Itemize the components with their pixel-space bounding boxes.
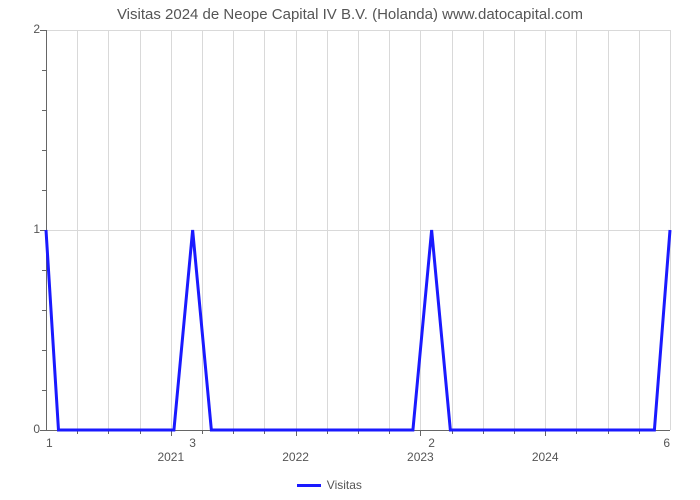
x-secondary-label: 1: [46, 436, 66, 450]
xtick-label: 2021: [151, 450, 191, 464]
ytick-label: 2: [22, 22, 40, 36]
series-line: [46, 30, 670, 430]
xtick-label: 2024: [525, 450, 565, 464]
plot-border: [670, 30, 671, 430]
xtick-label: 2022: [276, 450, 316, 464]
chart-container: Visitas 2024 de Neope Capital IV B.V. (H…: [0, 0, 700, 500]
xtick-label: 2023: [400, 450, 440, 464]
x-secondary-label: 2: [422, 436, 442, 450]
legend-swatch: [297, 484, 321, 487]
legend-label: Visitas: [327, 478, 362, 492]
ytick-label: 1: [22, 222, 40, 236]
ytick-label: 0: [22, 422, 40, 436]
x-secondary-label: 6: [650, 436, 670, 450]
x-secondary-label: 3: [183, 436, 203, 450]
legend: Visitas: [297, 478, 362, 492]
plot-area: 01220212022202320241326: [46, 30, 670, 430]
chart-title: Visitas 2024 de Neope Capital IV B.V. (H…: [0, 6, 700, 23]
